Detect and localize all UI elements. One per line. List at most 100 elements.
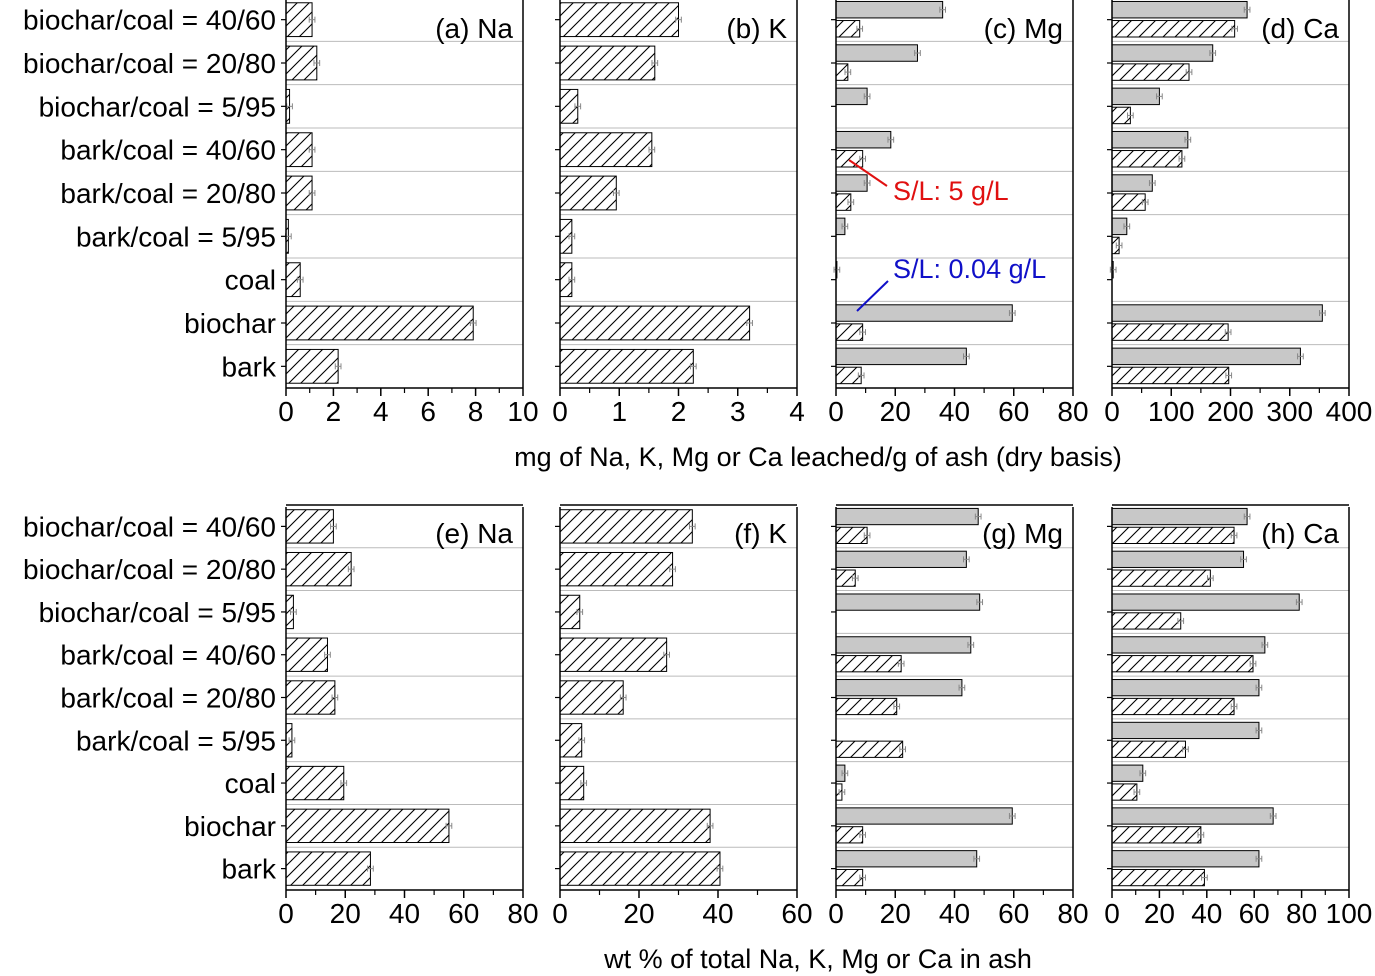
bar-e-na-bark-hatch xyxy=(285,851,371,886)
x-tick-label: 10 xyxy=(507,396,538,427)
category-label-bark: bark xyxy=(222,351,277,382)
x-tick-label: 60 xyxy=(1239,898,1270,929)
bar-d-ca-bark-coal-20-80-gray xyxy=(1111,174,1153,192)
bar-g-mg-bark-hatch xyxy=(835,868,864,887)
x-tick-label: 20 xyxy=(1144,898,1175,929)
panel-b-k: 0 1 2 3 4 (b) K xyxy=(552,0,805,427)
bar-h-ca-biochar-coal-20-80-hatch xyxy=(1111,569,1211,587)
x-tick-label: 0 xyxy=(1104,898,1120,929)
bar-c-mg-biochar-coal-20-80-gray xyxy=(835,44,918,62)
panel-h-ca: 0 20 40 60 80 100 (h) Ca xyxy=(1104,504,1372,929)
x-tick-label: 0 xyxy=(828,396,844,427)
panel-g-mg: 0 20 40 60 80 (g) Mg xyxy=(828,504,1089,929)
panel-f-k: 0 20 40 60 (f) K xyxy=(552,504,813,929)
panel-e-na: 0 20 40 60 80 (e) Na xyxy=(278,504,539,929)
bar-h-ca-bark-coal-20-80-hatch xyxy=(1111,697,1235,716)
bar-f-k-bark-coal-20-80-hatch xyxy=(559,680,624,715)
panel-c-mg: 0 20 40 60 80 (c) Mg xyxy=(828,0,1089,427)
bar-a-na-bark-hatch xyxy=(285,348,339,384)
x-tick-label: 400 xyxy=(1326,396,1373,427)
bar-h-ca-coal-gray xyxy=(1111,764,1144,782)
category-label-biochar-coal-20-80: biochar/coal = 20/80 xyxy=(23,48,276,79)
x-tick-label: 60 xyxy=(998,898,1029,929)
x-tick-label: 80 xyxy=(1057,898,1088,929)
x-tick-label: 60 xyxy=(448,898,479,929)
bar-h-ca-biochar-hatch xyxy=(1111,826,1202,844)
bar-h-ca-biochar-coal-5-95-gray xyxy=(1111,593,1300,611)
panel-a-na: 0 2 4 6 8 10 (a) Na xyxy=(278,0,539,427)
category-label-bark-coal-5-95: bark/coal = 5/95 xyxy=(76,725,276,756)
category-label-coal: coal xyxy=(225,768,276,799)
bar-h-ca-bark-coal-40-60-hatch xyxy=(1111,655,1254,673)
bar-b-k-bark-coal-20-80-hatch xyxy=(559,175,617,211)
bar-b-k-biochar-coal-40-60-hatch xyxy=(559,2,679,38)
bar-h-ca-bark-hatch xyxy=(1111,868,1205,887)
category-label-bark: bark xyxy=(222,854,277,885)
bar-h-ca-bark-gray xyxy=(1111,850,1260,868)
category-label-biochar: biochar xyxy=(184,308,276,339)
category-label-bark-coal-20-80: bark/coal = 20/80 xyxy=(60,178,276,209)
category-label-bark-coal-20-80: bark/coal = 20/80 xyxy=(60,683,276,714)
annotation-sl-5-pointer xyxy=(848,159,888,187)
bar-d-ca-bark-hatch xyxy=(1111,366,1230,385)
x-tick-label: 40 xyxy=(1191,898,1222,929)
panel-label-h-ca: (h) Ca xyxy=(1261,518,1339,549)
x-tick-label: 3 xyxy=(730,396,746,427)
x-tick-label: 80 xyxy=(507,898,538,929)
bar-a-na-biochar-coal-20-80-hatch xyxy=(285,45,318,81)
bar-a-na-bark-coal-20-80-hatch xyxy=(285,175,313,211)
bar-b-k-bark-hatch xyxy=(559,348,694,384)
x-tick-label: 2 xyxy=(671,396,687,427)
bar-c-mg-biochar-coal-40-60-hatch xyxy=(835,20,861,38)
bar-g-mg-bark-coal-20-80-gray xyxy=(835,679,963,697)
panel-label-d-ca: (d) Ca xyxy=(1261,13,1339,44)
bar-h-ca-biochar-coal-5-95-hatch xyxy=(1111,612,1182,630)
bar-a-na-bark-coal-40-60-hatch xyxy=(285,132,313,168)
bar-c-mg-bark-gray xyxy=(835,347,967,366)
bar-g-mg-biochar-coal-40-60-gray xyxy=(835,507,979,526)
bar-g-mg-biochar-gray xyxy=(835,807,1013,825)
x-tick-label: 100 xyxy=(1148,396,1195,427)
x-tick-label: 20 xyxy=(880,396,911,427)
x-tick-label: 6 xyxy=(420,396,436,427)
x-tick-label: 8 xyxy=(468,396,484,427)
panel-label-b-k: (b) K xyxy=(726,13,787,44)
x-tick-label: 20 xyxy=(330,898,361,929)
bar-f-k-biochar-coal-20-80-hatch xyxy=(559,551,674,587)
category-label-biochar-coal-20-80: biochar/coal = 20/80 xyxy=(23,554,276,585)
bar-g-mg-bark-coal-5-95-hatch xyxy=(835,740,904,758)
x-tick-label: 200 xyxy=(1207,396,1254,427)
category-label-biochar-coal-5-95: biochar/coal = 5/95 xyxy=(39,91,276,122)
annotation-sl-5: S/L: 5 g/L xyxy=(893,176,1009,206)
bar-d-ca-biochar-gray xyxy=(1111,304,1323,322)
bar-b-k-biochar-coal-20-80-hatch xyxy=(559,45,656,81)
bar-d-ca-biochar-coal-5-95-gray xyxy=(1111,87,1160,106)
bar-f-k-bark-coal-40-60-hatch xyxy=(559,637,668,672)
bar-c-mg-bark-hatch xyxy=(835,366,862,385)
bar-e-na-biochar-hatch xyxy=(285,808,450,844)
bar-e-na-bark-coal-20-80-hatch xyxy=(285,680,336,715)
bar-g-mg-biochar-coal-5-95-gray xyxy=(835,593,981,611)
category-label-bark-coal-40-60: bark/coal = 40/60 xyxy=(60,640,276,671)
category-label-biochar: biochar xyxy=(184,811,276,842)
bar-d-ca-bark-coal-40-60-hatch xyxy=(1111,150,1183,168)
panel-label-a-na: (a) Na xyxy=(435,13,513,44)
bar-e-na-biochar-coal-20-80-hatch xyxy=(285,551,352,587)
bar-h-ca-bark-coal-5-95-hatch xyxy=(1111,740,1186,758)
bar-e-na-biochar-coal-40-60-hatch xyxy=(285,509,334,544)
bar-h-ca-biochar-gray xyxy=(1111,807,1274,825)
category-label-bark-coal-5-95: bark/coal = 5/95 xyxy=(76,221,276,252)
bar-h-ca-biochar-coal-20-80-gray xyxy=(1111,550,1245,568)
x-tick-label: 0 xyxy=(552,396,568,427)
panel-label-f-k: (f) K xyxy=(734,518,787,549)
bar-h-ca-biochar-coal-40-60-hatch xyxy=(1111,526,1235,545)
bar-c-mg-bark-coal-40-60-gray xyxy=(835,130,892,149)
bar-g-mg-bark-gray xyxy=(835,850,978,868)
bar-g-mg-bark-coal-20-80-hatch xyxy=(835,697,898,716)
bar-d-ca-biochar-coal-20-80-hatch xyxy=(1111,63,1190,81)
bar-h-ca-biochar-coal-40-60-gray xyxy=(1111,507,1248,526)
bar-f-k-bark-hatch xyxy=(559,851,721,886)
bar-f-k-biochar-coal-40-60-hatch xyxy=(559,509,693,544)
bar-f-k-biochar-hatch xyxy=(559,808,711,844)
